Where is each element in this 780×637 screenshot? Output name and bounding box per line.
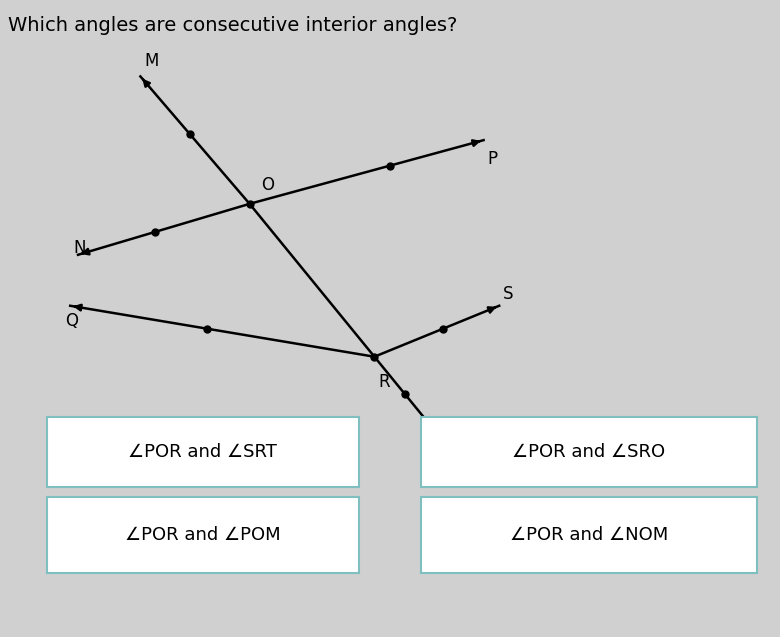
Text: ∠POR and ∠SRT: ∠POR and ∠SRT: [129, 443, 277, 461]
FancyBboxPatch shape: [421, 417, 757, 487]
FancyBboxPatch shape: [47, 497, 359, 573]
Text: Which angles are consecutive interior angles?: Which angles are consecutive interior an…: [8, 16, 457, 35]
Text: P: P: [488, 150, 498, 168]
Text: ∠POR and ∠NOM: ∠POR and ∠NOM: [510, 526, 668, 544]
FancyBboxPatch shape: [47, 417, 359, 487]
Text: S: S: [503, 285, 513, 303]
Text: O: O: [261, 176, 275, 194]
Text: M: M: [144, 52, 158, 70]
Text: ∠POR and ∠SRO: ∠POR and ∠SRO: [512, 443, 665, 461]
FancyBboxPatch shape: [421, 497, 757, 573]
Text: R: R: [378, 373, 390, 390]
Text: Q: Q: [65, 312, 78, 330]
Text: T: T: [424, 445, 434, 463]
Text: N: N: [73, 240, 86, 257]
Text: ∠POR and ∠POM: ∠POR and ∠POM: [125, 526, 281, 544]
